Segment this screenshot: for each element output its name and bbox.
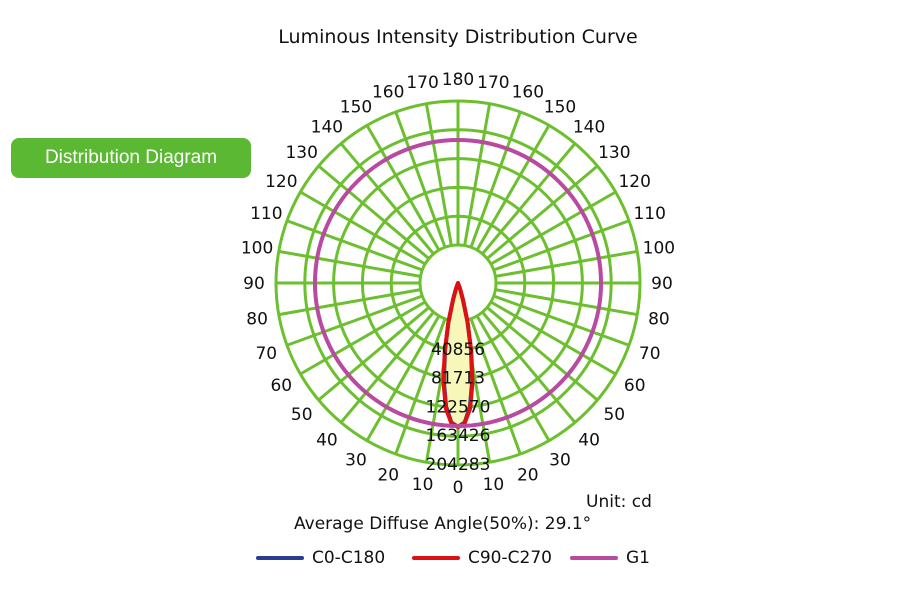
legend-item-c0-c180: C0-C180: [256, 546, 385, 570]
grid-spoke: [495, 249, 638, 278]
legend-swatch-c0-c180: [256, 556, 304, 560]
grid-spoke: [469, 111, 522, 248]
grid-spoke: [493, 294, 630, 347]
grid-spoke: [469, 318, 522, 455]
angle-label: 100: [643, 239, 675, 259]
grid-spoke: [299, 300, 426, 376]
legend-label-c0-c180: C0-C180: [312, 548, 386, 568]
angle-label: 110: [633, 204, 665, 224]
grid-spoke: [424, 103, 453, 246]
unit-label: Unit: cd: [586, 492, 652, 512]
legend-label-c90-c270: C90-C270: [468, 548, 552, 568]
radial-tick-label: 163426: [426, 426, 491, 446]
legend-swatch-c90-c270: [412, 556, 460, 560]
angle-label: 110: [250, 204, 282, 224]
angle-label: 150: [340, 97, 372, 117]
grid-spoke: [394, 111, 447, 248]
average-angle-label: Average Diffuse Angle(50%): 29.1°: [294, 514, 592, 534]
grid-spoke: [286, 294, 423, 347]
grid-spoke: [394, 318, 447, 455]
angle-label: 40: [578, 430, 600, 450]
chart-labels: 40856 81713 122570 163426 204283 0 10 10 20 20 30 3…: [241, 70, 675, 498]
grid-spoke: [475, 315, 551, 442]
series-curve-g1: [312, 137, 604, 429]
legend-item-g1: G1: [570, 546, 650, 570]
grid-spoke: [493, 219, 630, 272]
angle-label: 20: [517, 466, 539, 486]
grid-spoke: [317, 164, 430, 260]
grid-spoke: [278, 288, 421, 317]
grid-spoke: [286, 219, 423, 272]
angle-label: 130: [285, 143, 317, 163]
angle-label: 60: [624, 376, 646, 396]
angle-label: 70: [255, 344, 277, 364]
angle-label: 170: [477, 73, 509, 93]
angle-label: 0: [453, 478, 464, 498]
angle-label: 50: [603, 405, 625, 425]
grid-spoke: [475, 124, 551, 251]
angle-label: 30: [549, 451, 571, 471]
distribution-diagram-tag: Distribution Diagram: [11, 138, 251, 178]
angle-label: 140: [311, 118, 343, 138]
angle-label: 60: [270, 376, 292, 396]
angle-label: 90: [243, 274, 265, 294]
grid-spoke: [481, 142, 577, 255]
grid-spoke: [463, 103, 492, 246]
angle-label: 130: [598, 143, 630, 163]
intensity-curves: [312, 137, 604, 429]
angle-label: 100: [241, 239, 273, 259]
grid-spoke: [490, 300, 617, 376]
angle-label: 80: [648, 309, 670, 329]
grid-spoke: [365, 124, 441, 251]
angle-label: 120: [618, 172, 650, 192]
angle-label: 20: [377, 466, 399, 486]
grid-spoke: [481, 311, 577, 424]
grid-spoke: [317, 306, 430, 402]
legend-label-g1: G1: [626, 548, 650, 568]
legend-swatch-g1: [570, 556, 618, 560]
grid-spoke: [490, 190, 617, 266]
angle-label: 80: [246, 309, 268, 329]
angle-label: 170: [406, 73, 438, 93]
angle-label: 50: [291, 405, 313, 425]
angle-label: 120: [265, 172, 297, 192]
legend-item-c90-c270: C90-C270: [412, 546, 552, 570]
radial-tick-label: 204283: [426, 455, 491, 475]
grid-spoke: [339, 142, 435, 255]
angle-label: 90: [651, 274, 673, 294]
angle-label: 140: [573, 118, 605, 138]
polar-grid: [274, 99, 642, 467]
angle-label: 10: [483, 475, 505, 495]
grid-spoke: [299, 190, 426, 266]
radial-tick-label: 40856: [431, 340, 485, 360]
radial-tick-label: 81713: [431, 369, 485, 389]
grid-spoke: [278, 249, 421, 278]
angle-label: 30: [345, 451, 367, 471]
angle-label: 40: [316, 430, 338, 450]
grid-spoke: [339, 311, 435, 424]
grid-spoke: [495, 288, 638, 317]
angle-label: 180: [442, 70, 474, 90]
angle-label: 70: [639, 344, 661, 364]
angle-label: 10: [412, 475, 434, 495]
chart-title: Luminous Intensity Distribution Curve: [278, 26, 638, 48]
angle-label: 160: [512, 82, 544, 102]
grid-spoke: [486, 164, 599, 260]
angle-label: 160: [372, 82, 404, 102]
grid-spoke: [365, 315, 441, 442]
radial-tick-label: 122570: [426, 397, 491, 417]
angle-label: 150: [544, 97, 576, 117]
grid-spoke: [486, 306, 599, 402]
